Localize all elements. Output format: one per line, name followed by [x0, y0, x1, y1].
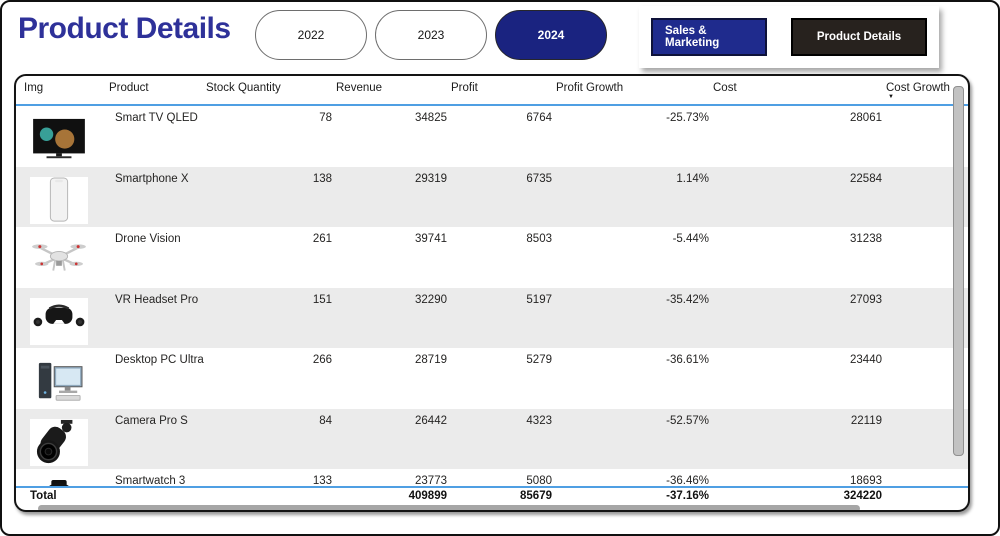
cell-profit-growth: -52.57%: [666, 414, 709, 427]
cell-revenue: 32290: [415, 293, 447, 306]
cell-revenue: 28719: [415, 354, 447, 366]
cell-image: [24, 106, 109, 167]
table-row[interactable]: Drone Vision 261 39741 8503 -5.44% 31238: [16, 227, 968, 288]
nav-button-sales-marketing[interactable]: Sales & Marketing: [651, 18, 767, 56]
sort-descending-icon: ▼: [888, 94, 894, 100]
cell-revenue: 34825: [415, 112, 447, 124]
cell-product: Smartphone X: [115, 172, 189, 185]
product-image-camera: [30, 418, 88, 466]
total-stock-quantity: [206, 488, 336, 504]
table-row[interactable]: Smartwatch 3 133 23773 5080 -36.46% 18693: [16, 469, 968, 486]
cell-profit-growth: -36.61%: [666, 354, 709, 366]
table-row[interactable]: Camera Pro S 84 26442 4323 -52.57% 22119: [16, 408, 968, 470]
cell-stock-quantity: 133: [312, 475, 332, 486]
column-header-stock-quantity[interactable]: Stock Quantity: [206, 82, 281, 94]
product-image-watch: [30, 479, 88, 486]
product-image-tv: [30, 116, 88, 163]
total-label: Total: [30, 490, 57, 502]
cell-cost: 28061: [850, 112, 882, 124]
cell-revenue: 39741: [415, 233, 447, 245]
cell-stock-quantity: 266: [312, 354, 332, 366]
cell-profit-growth: 1.14%: [676, 172, 709, 185]
cell-profit: 6735: [526, 172, 552, 185]
table-row[interactable]: Smart TV QLED 78 34825 6764 -25.73% 28061: [16, 106, 968, 167]
product-image-desktop: [30, 358, 88, 405]
cell-product: Smart TV QLED: [115, 112, 198, 124]
cell-stock-quantity: 84: [319, 414, 332, 427]
cell-image: [24, 167, 109, 228]
cell-image: [24, 469, 109, 486]
cell-product: Drone Vision: [115, 233, 181, 245]
vertical-scrollbar-thumb[interactable]: [953, 86, 964, 456]
table-row[interactable]: Smartphone X 138 29319 6735 1.14% 22584: [16, 166, 968, 228]
page-title: Product Details: [18, 12, 231, 45]
cell-image: [24, 348, 109, 409]
column-header-cost-growth[interactable]: Cost Growth ▼: [886, 82, 950, 100]
product-image-vr: [30, 297, 88, 345]
cell-profit: 5080: [526, 475, 552, 486]
horizontal-scrollbar-thumb[interactable]: [38, 505, 860, 510]
column-header-profit-growth[interactable]: Profit Growth: [556, 82, 624, 94]
page-navigator: Sales & Marketing Product Details: [639, 6, 939, 68]
product-image-drone: [30, 237, 88, 284]
cell-revenue: 29319: [415, 172, 447, 185]
year-pill-2023[interactable]: 2023: [375, 10, 487, 60]
cell-product: Camera Pro S: [115, 414, 188, 427]
total-cost: 324220: [843, 490, 882, 502]
cell-stock-quantity: 138: [312, 172, 332, 185]
cell-product: Desktop PC Ultra: [115, 354, 204, 366]
total-profit-growth: -37.16%: [666, 490, 709, 502]
product-table: Img Product Stock Quantity Revenue Profit Pro…: [14, 74, 970, 512]
total-row: Total 409899 85679 -37.16% 324220: [16, 488, 968, 504]
cell-profit-growth: -5.44%: [672, 233, 709, 245]
cell-image: [24, 227, 109, 288]
cell-profit: 8503: [526, 233, 552, 245]
cell-profit: 4323: [526, 414, 552, 427]
year-filter-group: 2022 2023 2024: [255, 10, 607, 60]
table-body: Smart TV QLED 78 34825 6764 -25.73% 28061 Sma…: [16, 106, 968, 486]
total-cost-growth: [886, 488, 968, 504]
cell-cost: 22584: [850, 172, 882, 185]
cell-revenue: 23773: [415, 475, 447, 486]
table-header: Img Product Stock Quantity Revenue Profit Pro…: [16, 76, 968, 106]
cell-cost-growth: [886, 469, 968, 486]
cell-stock-quantity: 78: [319, 112, 332, 124]
cell-cost: 31238: [850, 233, 882, 245]
column-header-revenue[interactable]: Revenue: [336, 82, 383, 94]
cell-cost: 27093: [850, 293, 882, 306]
cell-profit-growth: -36.46%: [666, 475, 709, 486]
nav-button-product-details[interactable]: Product Details: [791, 18, 927, 56]
cell-profit-growth: -35.42%: [666, 293, 709, 306]
cell-image: [24, 288, 109, 349]
cell-profit: 5197: [526, 293, 552, 306]
column-header-img[interactable]: Img: [24, 82, 44, 94]
cell-revenue: 26442: [415, 414, 447, 427]
table-row[interactable]: VR Headset Pro 151 32290 5197 -35.42% 27093: [16, 287, 968, 349]
column-header-product[interactable]: Product: [109, 82, 149, 94]
product-image-phone: [30, 176, 88, 224]
cell-profit: 5279: [526, 354, 552, 366]
cell-profit: 6764: [526, 112, 552, 124]
column-header-cost[interactable]: Cost: [713, 82, 737, 94]
column-header-profit[interactable]: Profit: [451, 82, 478, 94]
table-row[interactable]: Desktop PC Ultra 266 28719 5279 -36.61% 23440: [16, 348, 968, 409]
total-revenue: 409899: [408, 490, 447, 502]
total-profit: 85679: [520, 490, 552, 502]
year-pill-2024[interactable]: 2024: [495, 10, 607, 60]
cell-stock-quantity: 151: [312, 293, 332, 306]
total-divider: [16, 486, 968, 488]
cell-cost: 23440: [850, 354, 882, 366]
cell-profit-growth: -25.73%: [666, 112, 709, 124]
horizontal-scrollbar[interactable]: [16, 504, 968, 510]
cell-product: VR Headset Pro: [115, 293, 199, 306]
cell-image: [24, 409, 109, 470]
cell-stock-quantity: 261: [312, 233, 332, 245]
cell-cost: 22119: [850, 414, 882, 427]
year-pill-2022[interactable]: 2022: [255, 10, 367, 60]
cell-cost: 18693: [850, 475, 882, 486]
cell-product: Smartwatch 3: [115, 475, 186, 486]
